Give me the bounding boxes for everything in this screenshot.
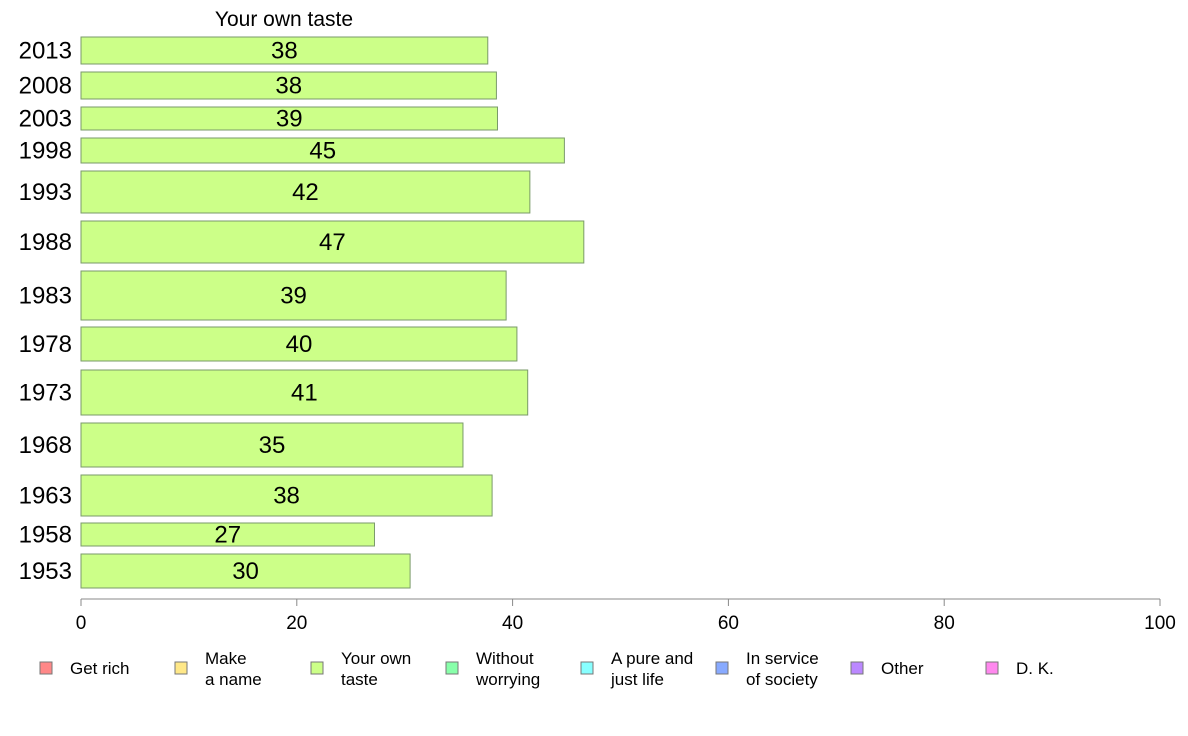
legend-swatch: [174, 661, 188, 675]
x-tick-label: 20: [286, 613, 307, 634]
legend-swatch: [310, 661, 324, 675]
year-label: 1968: [19, 432, 72, 459]
bar-value-label: 39: [276, 106, 303, 133]
bar-1953: [80, 553, 411, 589]
bar-value-label: 38: [271, 38, 298, 65]
bar-1958: [80, 522, 375, 547]
legend-item: Without worrying: [445, 649, 540, 689]
bar-value-label: 38: [275, 73, 302, 100]
legend-label: In service of society: [746, 649, 819, 689]
bar-1993: [80, 170, 531, 214]
bar-value-label: 42: [292, 179, 319, 206]
bar-1968: [80, 422, 464, 468]
year-label: 2013: [19, 38, 72, 65]
legend-item: Make a name: [174, 649, 262, 689]
year-label: 1988: [19, 229, 72, 256]
legend-item: D. K.: [985, 659, 1054, 678]
legend-label: Your own taste: [341, 649, 411, 689]
legend-item: Other: [850, 659, 924, 678]
bar-value-label: 38: [273, 483, 300, 510]
legend-item: A pure and just life: [580, 649, 693, 689]
legend-swatch: [850, 661, 864, 675]
bar-1973: [80, 369, 529, 416]
year-label: 2008: [19, 73, 72, 100]
x-tick-label: 0: [76, 613, 87, 634]
x-tick-label: 60: [718, 613, 739, 634]
legend-item: Get rich: [39, 659, 130, 678]
bar-value-label: 30: [232, 558, 259, 585]
year-label: 1973: [19, 380, 72, 407]
legend: Get rich Make a name Your own taste Without wo…: [39, 649, 1054, 689]
bar-2003: [80, 106, 498, 131]
bar-1963: [80, 474, 493, 517]
year-label: 1978: [19, 331, 72, 358]
x-tick-label: 40: [502, 613, 523, 634]
bar-1978: [80, 326, 518, 362]
year-label: 1998: [19, 138, 72, 165]
legend-swatch: [715, 661, 729, 675]
legend-item: Your own taste: [310, 649, 411, 689]
bar-value-label: 47: [319, 229, 346, 256]
year-label: 1983: [19, 283, 72, 310]
chart-title: Your own taste: [215, 8, 353, 31]
bar-value-label: 40: [286, 331, 313, 358]
year-label: 1953: [19, 558, 72, 585]
legend-item: In service of society: [715, 649, 819, 689]
legend-swatch: [445, 661, 459, 675]
year-label: 2003: [19, 106, 72, 133]
legend-swatch: [985, 661, 999, 675]
legend-label: D. K.: [1016, 659, 1054, 678]
legend-swatch: [580, 661, 594, 675]
bar-1998: [80, 137, 565, 164]
bar-1988: [80, 220, 585, 264]
year-label: 1993: [19, 179, 72, 206]
legend-swatch: [39, 661, 53, 675]
x-tick-label: 100: [1144, 613, 1176, 634]
bar-2013: [80, 36, 489, 65]
legend-label: Without worrying: [475, 649, 540, 689]
legend-label: Other: [881, 659, 924, 678]
year-labels: 2013 2008 2003 1998 1993 1988 1983 1978 1973 1968…: [19, 38, 72, 586]
legend-label: Make a name: [205, 649, 262, 689]
year-label: 1963: [19, 483, 72, 510]
year-label: 1958: [19, 522, 72, 549]
x-axis: 0 20 40 60 80 100: [76, 598, 1176, 634]
bar-value-label: 27: [214, 522, 241, 549]
bar-value-label: 41: [291, 380, 318, 407]
bar-value-label: 35: [259, 432, 286, 459]
legend-label: A pure and just life: [610, 649, 693, 689]
bar-value-label: 45: [309, 138, 336, 165]
bar-1983: [80, 270, 507, 321]
bar-value-label: 39: [280, 283, 307, 310]
legend-label: Get rich: [70, 659, 130, 678]
x-tick-label: 80: [934, 613, 955, 634]
bar-2008: [80, 71, 497, 100]
